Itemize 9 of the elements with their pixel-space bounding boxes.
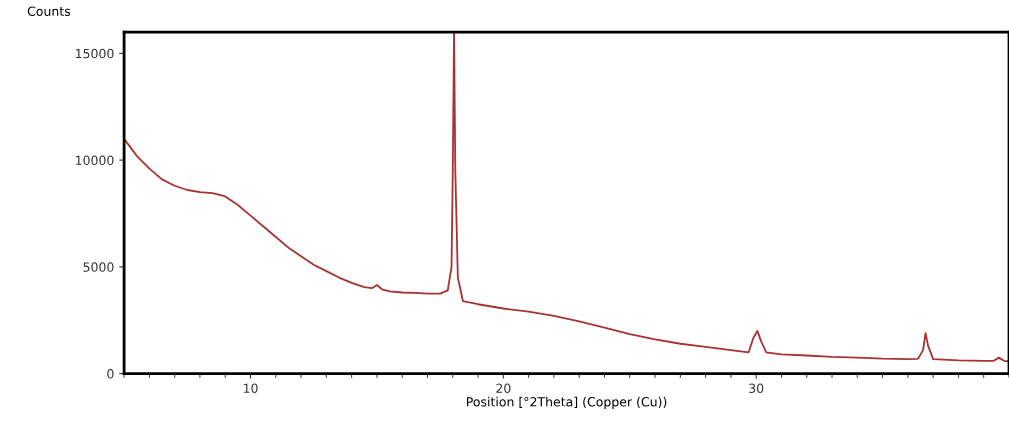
y-tick-label: 10000	[75, 155, 114, 166]
y-tick-label: 15000	[75, 48, 114, 59]
x-tick-label: 20	[496, 383, 511, 394]
x-tick-label: 30	[749, 383, 764, 394]
y-axis-title: Counts	[27, 6, 71, 16]
x-axis-title: Position [°2Theta] (Copper (Cu))	[466, 396, 667, 409]
y-tick-label: 0	[107, 369, 114, 379]
x-tick-label: 10	[243, 383, 258, 394]
y-tick-label: 5000	[83, 262, 114, 272]
